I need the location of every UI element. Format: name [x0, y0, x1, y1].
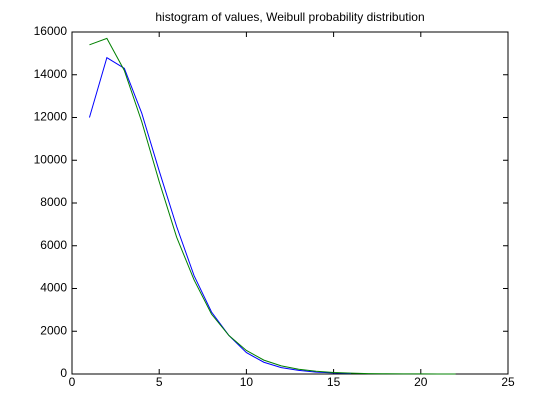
x-tick-label: 5: [156, 375, 163, 389]
y-tick-label: 2000: [40, 323, 67, 337]
y-tick-label: 4000: [40, 281, 67, 295]
plot-box: [71, 31, 509, 375]
x-tick-label: 10: [240, 375, 254, 389]
x-tick-label: 15: [327, 375, 341, 389]
chart-title: histogram of values, Weibull probability…: [155, 10, 424, 24]
data-line: [89, 37, 456, 375]
x-tick-label: 25: [501, 375, 515, 389]
y-tick-label: 14000: [34, 67, 68, 81]
x-tick-label: 0: [69, 375, 76, 389]
y-tick-label: 6000: [40, 238, 67, 252]
x-tick-label: 20: [414, 375, 428, 389]
y-tick-label: 8000: [40, 195, 67, 209]
y-tick-label: 16000: [34, 24, 68, 38]
y-tick-label: 0: [60, 366, 67, 380]
y-tick-label: 10000: [34, 152, 68, 166]
data-line: [88, 56, 352, 374]
y-tick-label: 12000: [34, 110, 68, 124]
